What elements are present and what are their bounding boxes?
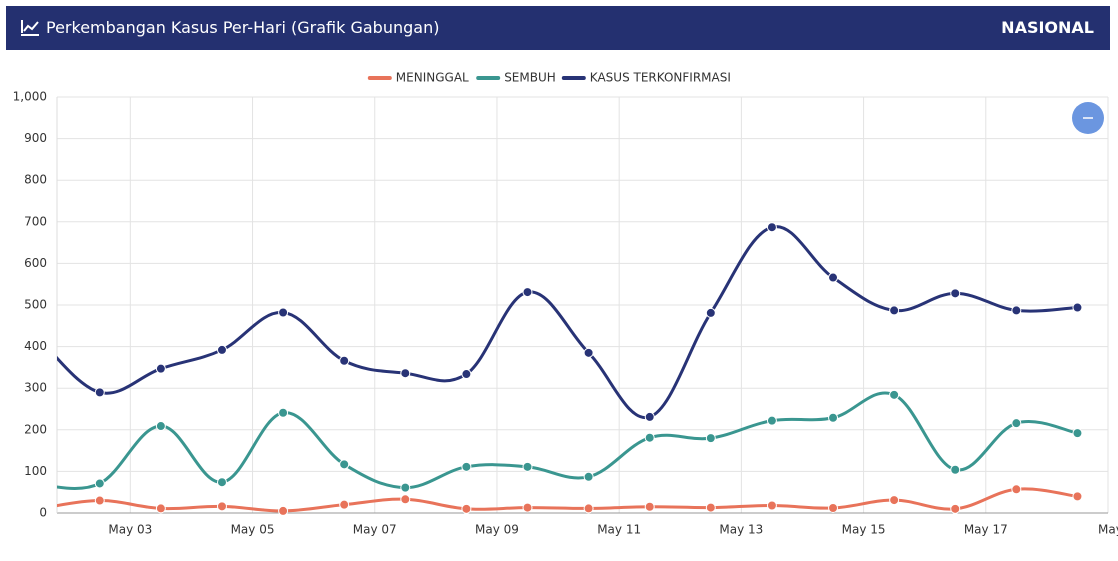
- data-point: [583, 471, 594, 482]
- data-point: [766, 500, 777, 511]
- data-point: [155, 421, 166, 432]
- x-tick-label: May 05: [231, 523, 275, 537]
- data-point: [1011, 418, 1022, 429]
- data-point: [766, 415, 777, 426]
- region-label: NASIONAL: [1001, 18, 1094, 37]
- legend-label: KASUS TERKONFIRMASI: [590, 71, 731, 85]
- data-point: [583, 503, 594, 514]
- data-point: [889, 305, 900, 316]
- data-point: [705, 307, 716, 318]
- data-point: [1072, 302, 1083, 313]
- data-point: [522, 502, 533, 513]
- y-tick-label: 1,000: [13, 90, 47, 104]
- y-tick-label: 900: [24, 131, 47, 145]
- x-tick-label: May 17: [964, 523, 1008, 537]
- y-tick-label: 100: [24, 464, 47, 478]
- data-point: [705, 433, 716, 444]
- y-tick-label: 800: [24, 173, 47, 187]
- data-point: [889, 495, 900, 506]
- data-point: [522, 287, 533, 298]
- series-line: [57, 391, 1078, 490]
- data-point: [216, 477, 227, 488]
- data-point: [339, 355, 350, 366]
- x-tick-label: May 03: [108, 523, 152, 537]
- data-point: [644, 501, 655, 512]
- data-point: [461, 461, 472, 472]
- data-point: [216, 344, 227, 355]
- data-point: [1072, 428, 1083, 439]
- data-point: [583, 347, 594, 358]
- data-point: [278, 505, 289, 516]
- data-point: [889, 389, 900, 400]
- data-point: [950, 464, 961, 475]
- series-line: [57, 225, 1078, 420]
- data-point: [400, 482, 411, 493]
- data-point: [950, 288, 961, 299]
- data-point: [278, 307, 289, 318]
- data-point: [34, 480, 43, 489]
- data-point: [461, 503, 472, 514]
- data-point: [94, 478, 105, 489]
- data-point: [400, 368, 411, 379]
- x-tick-label: May 15: [842, 523, 886, 537]
- chart-icon: [21, 20, 39, 36]
- legend-label: MENINGGAL: [396, 71, 469, 85]
- data-point: [644, 432, 655, 443]
- x-tick-label: May 07: [353, 523, 397, 537]
- x-tick-label: May: [1098, 523, 1118, 537]
- data-point: [1072, 491, 1083, 502]
- data-point: [705, 502, 716, 513]
- y-tick-label: 200: [24, 422, 47, 436]
- data-point: [155, 363, 166, 374]
- data-point: [155, 503, 166, 514]
- data-point: [828, 412, 839, 423]
- data-point: [644, 411, 655, 422]
- legend-label: SEMBUH: [504, 71, 556, 85]
- y-tick-label: 500: [24, 298, 47, 312]
- data-point: [461, 369, 472, 380]
- data-point: [339, 459, 350, 470]
- data-point: [1011, 305, 1022, 316]
- header-title: Perkembangan Kasus Per-Hari (Grafik Gabu…: [46, 18, 440, 37]
- header-bar: Perkembangan Kasus Per-Hari (Grafik Gabu…: [6, 6, 1110, 50]
- data-point: [400, 494, 411, 505]
- data-point: [278, 407, 289, 418]
- data-point: [94, 495, 105, 506]
- y-tick-label: 300: [24, 381, 47, 395]
- data-point: [216, 501, 227, 512]
- data-point: [828, 272, 839, 283]
- data-point: [950, 503, 961, 514]
- y-tick-label: 600: [24, 256, 47, 270]
- y-tick-label: 0: [39, 506, 47, 520]
- x-tick-label: May 09: [475, 523, 519, 537]
- data-point: [522, 461, 533, 472]
- data-point: [1011, 484, 1022, 495]
- x-tick-label: May 13: [719, 523, 763, 537]
- data-point: [94, 387, 105, 398]
- y-tick-label: 400: [24, 339, 47, 353]
- y-tick-label: 700: [24, 214, 47, 228]
- data-point: [339, 499, 350, 510]
- x-tick-label: May 11: [597, 523, 641, 537]
- data-point: [828, 503, 839, 514]
- data-point: [766, 222, 777, 233]
- series-line: [57, 487, 1078, 513]
